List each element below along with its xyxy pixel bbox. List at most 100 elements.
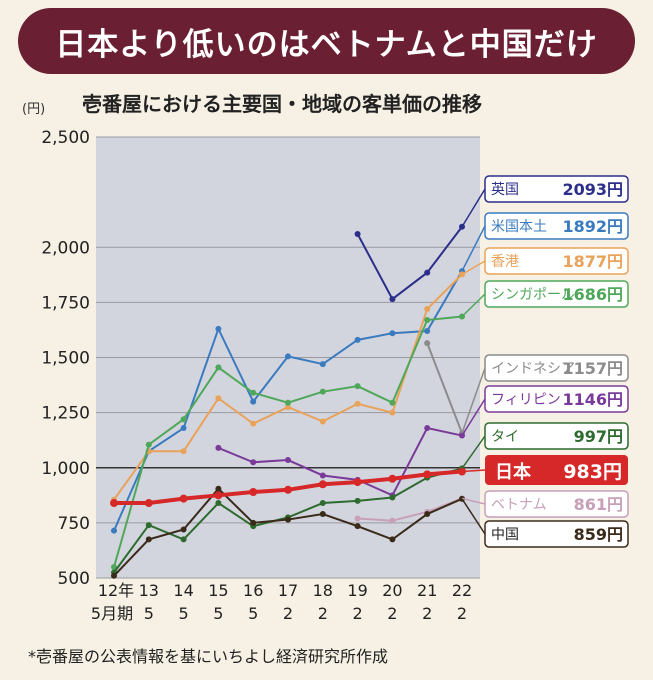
series-line-vn <box>357 497 463 522</box>
y-tick-label: 2,000 <box>41 238 90 258</box>
series-line-uk <box>356 226 463 301</box>
series-label-cn: 中国 859円 <box>461 498 629 548</box>
data-point-hk <box>215 395 222 402</box>
x-tick-label: 21 <box>417 581 437 600</box>
data-point-jp <box>110 499 118 508</box>
x-tick-label: 15 <box>208 581 228 600</box>
y-tick-label: 1,250 <box>41 404 90 424</box>
label-name-jp: 日本 <box>495 461 531 483</box>
x-tick-sublabel: 2 <box>283 604 293 623</box>
data-point-us <box>180 425 187 432</box>
label-leader-jp <box>461 469 486 473</box>
series-label-vn: ベトナム 861円 <box>461 490 629 518</box>
y-tick-label: 1,500 <box>41 349 90 369</box>
data-point-jp <box>423 470 432 479</box>
label-name-vn: ベトナム <box>491 497 547 513</box>
x-tick-sublabel: 2 <box>318 604 328 623</box>
data-point-id <box>424 340 431 347</box>
data-point-th <box>354 497 361 504</box>
data-point-hk <box>424 305 431 312</box>
label-name-id: インドネシア <box>491 361 575 377</box>
label-value-th: 997円 <box>574 427 623 446</box>
data-point-hk <box>180 448 187 455</box>
x-tick-sublabel: 2 <box>353 604 363 623</box>
data-point-sg <box>354 383 361 390</box>
x-tick-sublabel: 5 <box>144 604 154 623</box>
x-tick-label: 17 <box>278 581 298 600</box>
data-point-th <box>180 536 187 543</box>
series-label-jp: 日本 983円 <box>461 455 628 485</box>
series-line-id <box>426 342 463 434</box>
label-value-uk: 2093円 <box>562 180 623 199</box>
label-value-ph: 1146円 <box>562 390 623 409</box>
data-point-sg <box>215 364 222 371</box>
data-point-ph <box>319 472 326 479</box>
x-tick-label: 18 <box>313 581 333 600</box>
data-point-sg <box>285 399 291 406</box>
label-name-ph: フィリピン <box>491 392 561 408</box>
data-point-us <box>424 328 431 335</box>
data-point-cn <box>111 572 117 579</box>
data-point-us <box>389 330 396 337</box>
data-point-cn <box>285 516 291 523</box>
data-point-hk <box>389 409 396 416</box>
data-point-th <box>215 500 222 507</box>
data-point-us <box>354 336 361 343</box>
label-box-us <box>484 212 629 240</box>
series-label-hk: 香港 1877円 <box>461 247 629 276</box>
label-leader-uk <box>461 188 486 228</box>
data-point-us <box>250 398 257 405</box>
x-tick-sublabel: 2 <box>387 604 397 623</box>
label-name-th: タイ <box>491 429 519 445</box>
label-leader-hk <box>461 260 486 276</box>
data-point-hk <box>285 404 291 411</box>
label-value-us: 1892円 <box>562 217 623 236</box>
series-label-ph: フィリピン 1146円 <box>461 385 629 436</box>
label-leader-th <box>461 435 486 469</box>
data-point-cn <box>250 519 257 526</box>
series-line-ph <box>218 426 463 497</box>
source-note: *壱番屋の公表情報を基にいちよし経済研究所作成 <box>28 647 389 666</box>
label-name-cn: 中国 <box>491 527 519 543</box>
label-leader-us <box>461 225 486 272</box>
label-name-sg: シンガポール <box>491 287 575 303</box>
data-point-jp <box>284 485 292 494</box>
data-point-ph <box>424 425 431 432</box>
label-box-jp <box>485 455 628 485</box>
data-point-us <box>111 527 117 534</box>
data-point-cn <box>354 523 361 530</box>
y-tick-label: 750 <box>58 514 90 534</box>
x-tick-sublabel: 5 <box>213 604 223 623</box>
label-value-sg: 1686円 <box>562 285 623 304</box>
label-leader-ph <box>461 398 486 436</box>
data-point-th <box>389 494 396 501</box>
data-point-us <box>215 325 222 332</box>
data-point-th <box>319 500 326 507</box>
data-point-us <box>285 353 291 360</box>
label-value-vn: 861円 <box>574 495 623 514</box>
y-tick-label: 2,500 <box>41 128 90 148</box>
data-point-sg <box>180 416 187 423</box>
data-point-vn <box>354 515 361 522</box>
data-point-sg <box>145 441 152 448</box>
x-tick-label: 20 <box>382 581 402 600</box>
x-tick-sublabel: 2 <box>457 604 467 623</box>
data-point-jp <box>353 478 362 487</box>
data-point-ph <box>250 459 257 466</box>
label-name-us: 米国本土 <box>491 219 547 235</box>
data-point-hk <box>250 420 257 427</box>
label-leader-sg <box>461 293 486 318</box>
x-tick-label: 19 <box>347 581 367 600</box>
label-box-th <box>484 422 629 450</box>
data-point-cn <box>424 511 431 518</box>
x-tick-label: 12年 <box>98 581 134 600</box>
data-point-jp <box>388 474 397 483</box>
label-box-uk <box>484 175 629 203</box>
label-name-hk: 香港 <box>491 254 519 270</box>
x-tick-label: 14 <box>173 581 193 600</box>
y-tick-label: 1,000 <box>41 459 90 479</box>
data-point-sg <box>424 317 431 324</box>
data-point-cn <box>389 536 396 543</box>
